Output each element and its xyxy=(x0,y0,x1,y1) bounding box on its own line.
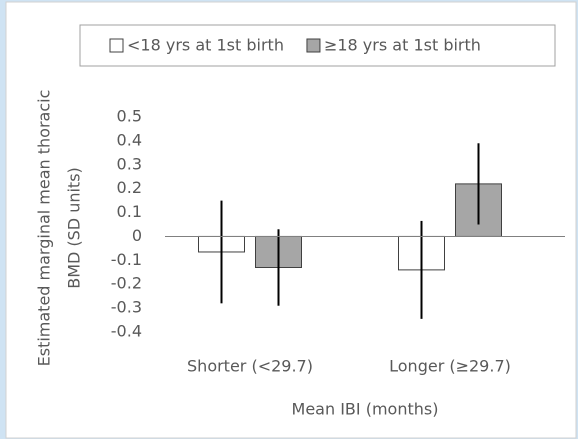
legend-swatch xyxy=(306,38,321,53)
legend-label: <18 yrs at 1st birth xyxy=(127,36,284,55)
y-tick-label: 0.2 xyxy=(117,178,142,197)
y-tick-label: 0.3 xyxy=(117,154,142,173)
y-axis-label: BMD (SD units) xyxy=(65,167,84,289)
y-tick-label: -0.1 xyxy=(111,250,142,269)
y-tick-label: 0.4 xyxy=(117,130,142,149)
y-tick-label: 0.1 xyxy=(117,202,142,221)
x-tick-label: Longer (≥29.7) xyxy=(389,357,511,376)
x-axis-label: Mean IBI (months) xyxy=(292,400,439,419)
y-tick-label: 0 xyxy=(132,226,142,245)
y-tick-label: 0.5 xyxy=(117,107,142,126)
x-tick-label: Shorter (<29.7) xyxy=(187,357,313,376)
y-tick-label: -0.2 xyxy=(111,274,142,293)
y-axis-label: Estimated marginal mean thoracic xyxy=(35,90,54,367)
legend-label: ≥18 yrs at 1st birth xyxy=(324,36,481,55)
legend-swatch xyxy=(109,38,124,53)
y-tick-label: -0.3 xyxy=(111,298,142,317)
y-tick-label: -0.4 xyxy=(111,322,142,341)
